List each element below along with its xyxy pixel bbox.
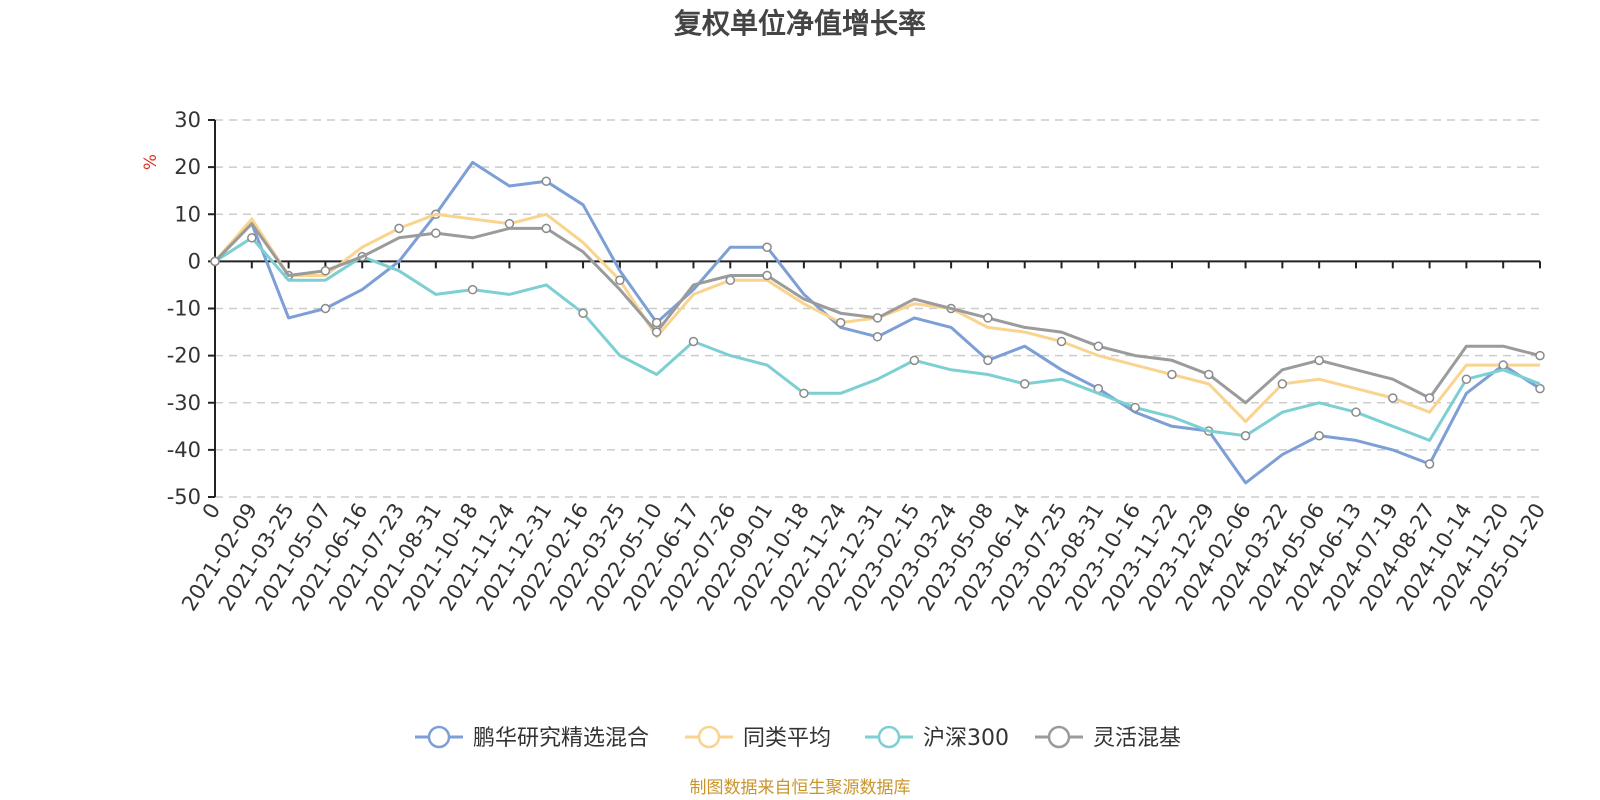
data-point-marker <box>1424 459 1435 469</box>
data-point-marker <box>1240 430 1251 441</box>
data-point-marker <box>431 228 441 238</box>
legend-item[interactable]: 鹏华研究精选混合 <box>415 725 649 751</box>
data-point-marker <box>983 313 993 323</box>
data-point-marker <box>394 223 404 234</box>
data-point-marker <box>1093 341 1104 351</box>
data-point-marker <box>762 270 772 281</box>
data-point-marker <box>1461 374 1472 384</box>
series-group <box>214 233 1541 442</box>
y-tick-label: 20 <box>174 155 201 179</box>
data-point-marker <box>688 336 699 347</box>
data-point-marker <box>872 313 883 323</box>
data-point-marker <box>615 275 625 285</box>
data-point-marker <box>1130 402 1140 413</box>
series-line <box>214 236 1541 442</box>
data-point-marker <box>1498 360 1508 370</box>
data-point-marker <box>872 332 883 342</box>
axes: 3020100-10-20-30-40-5002021-02-092021-03… <box>167 108 1551 615</box>
data-point-marker <box>1314 355 1324 366</box>
legend-item[interactable]: 灵活混基 <box>1035 725 1181 751</box>
series-lines <box>210 160 1545 485</box>
legend-label: 同类平均 <box>743 726 831 751</box>
data-point-marker <box>1204 369 1214 380</box>
legend-label: 沪深300 <box>923 726 1009 751</box>
data-point-marker <box>578 308 588 318</box>
data-point-marker <box>1424 393 1435 403</box>
data-point-marker <box>983 355 993 366</box>
y-tick-label: 10 <box>174 202 201 226</box>
x-tick-label: 0 <box>198 499 225 523</box>
data-point-marker <box>762 242 772 252</box>
legend-label: 鹏华研究精选混合 <box>473 726 649 751</box>
legend-swatch-marker <box>877 725 901 749</box>
legend-swatch-marker <box>697 725 721 749</box>
y-tick-label: -40 <box>167 438 201 462</box>
data-point-marker <box>1535 383 1545 394</box>
legend-swatch-marker <box>427 725 451 749</box>
data-point-marker <box>1167 369 1177 380</box>
y-tick-label: 30 <box>174 108 201 132</box>
legend-item[interactable]: 同类平均 <box>685 725 831 751</box>
data-point-marker <box>835 317 846 328</box>
data-point-marker <box>210 256 220 267</box>
grid-lines <box>215 119 1540 498</box>
data-point-marker <box>651 327 662 337</box>
data-point-marker <box>651 317 662 328</box>
data-point-marker <box>541 223 551 234</box>
y-tick-label: -20 <box>167 344 201 368</box>
data-point-marker <box>1351 407 1361 417</box>
legend-item[interactable]: 沪深300 <box>865 725 1009 751</box>
data-point-marker <box>1056 336 1067 347</box>
data-point-marker <box>1388 393 1398 403</box>
chart-title: 复权单位净值增长率 <box>674 7 926 40</box>
series-group <box>210 222 1545 405</box>
data-point-marker <box>504 218 515 229</box>
legend[interactable]: 鹏华研究精选混合 同类平均 沪深300 灵活混基 <box>415 725 1181 751</box>
data-point-marker <box>320 303 331 314</box>
legend-label: 灵活混基 <box>1093 726 1181 751</box>
y-tick-label: -50 <box>167 485 201 509</box>
data-point-marker <box>909 355 920 366</box>
data-point-marker <box>799 388 809 399</box>
data-point-marker <box>541 176 551 187</box>
y-tick-label: -10 <box>167 297 201 321</box>
data-point-marker <box>1277 379 1288 389</box>
legend-swatch-marker <box>1047 725 1071 749</box>
y-tick-label: -30 <box>167 391 201 415</box>
data-source-note: 制图数据来自恒生聚源数据库 <box>690 778 911 798</box>
data-point-marker <box>1314 430 1324 441</box>
data-point-marker <box>320 266 331 276</box>
data-point-marker <box>467 284 478 295</box>
y-tick-label: 0 <box>188 249 201 273</box>
data-point-marker <box>247 233 257 243</box>
y-axis-unit: % <box>141 154 161 170</box>
data-point-marker <box>1535 350 1545 361</box>
data-point-marker <box>1019 379 1030 389</box>
